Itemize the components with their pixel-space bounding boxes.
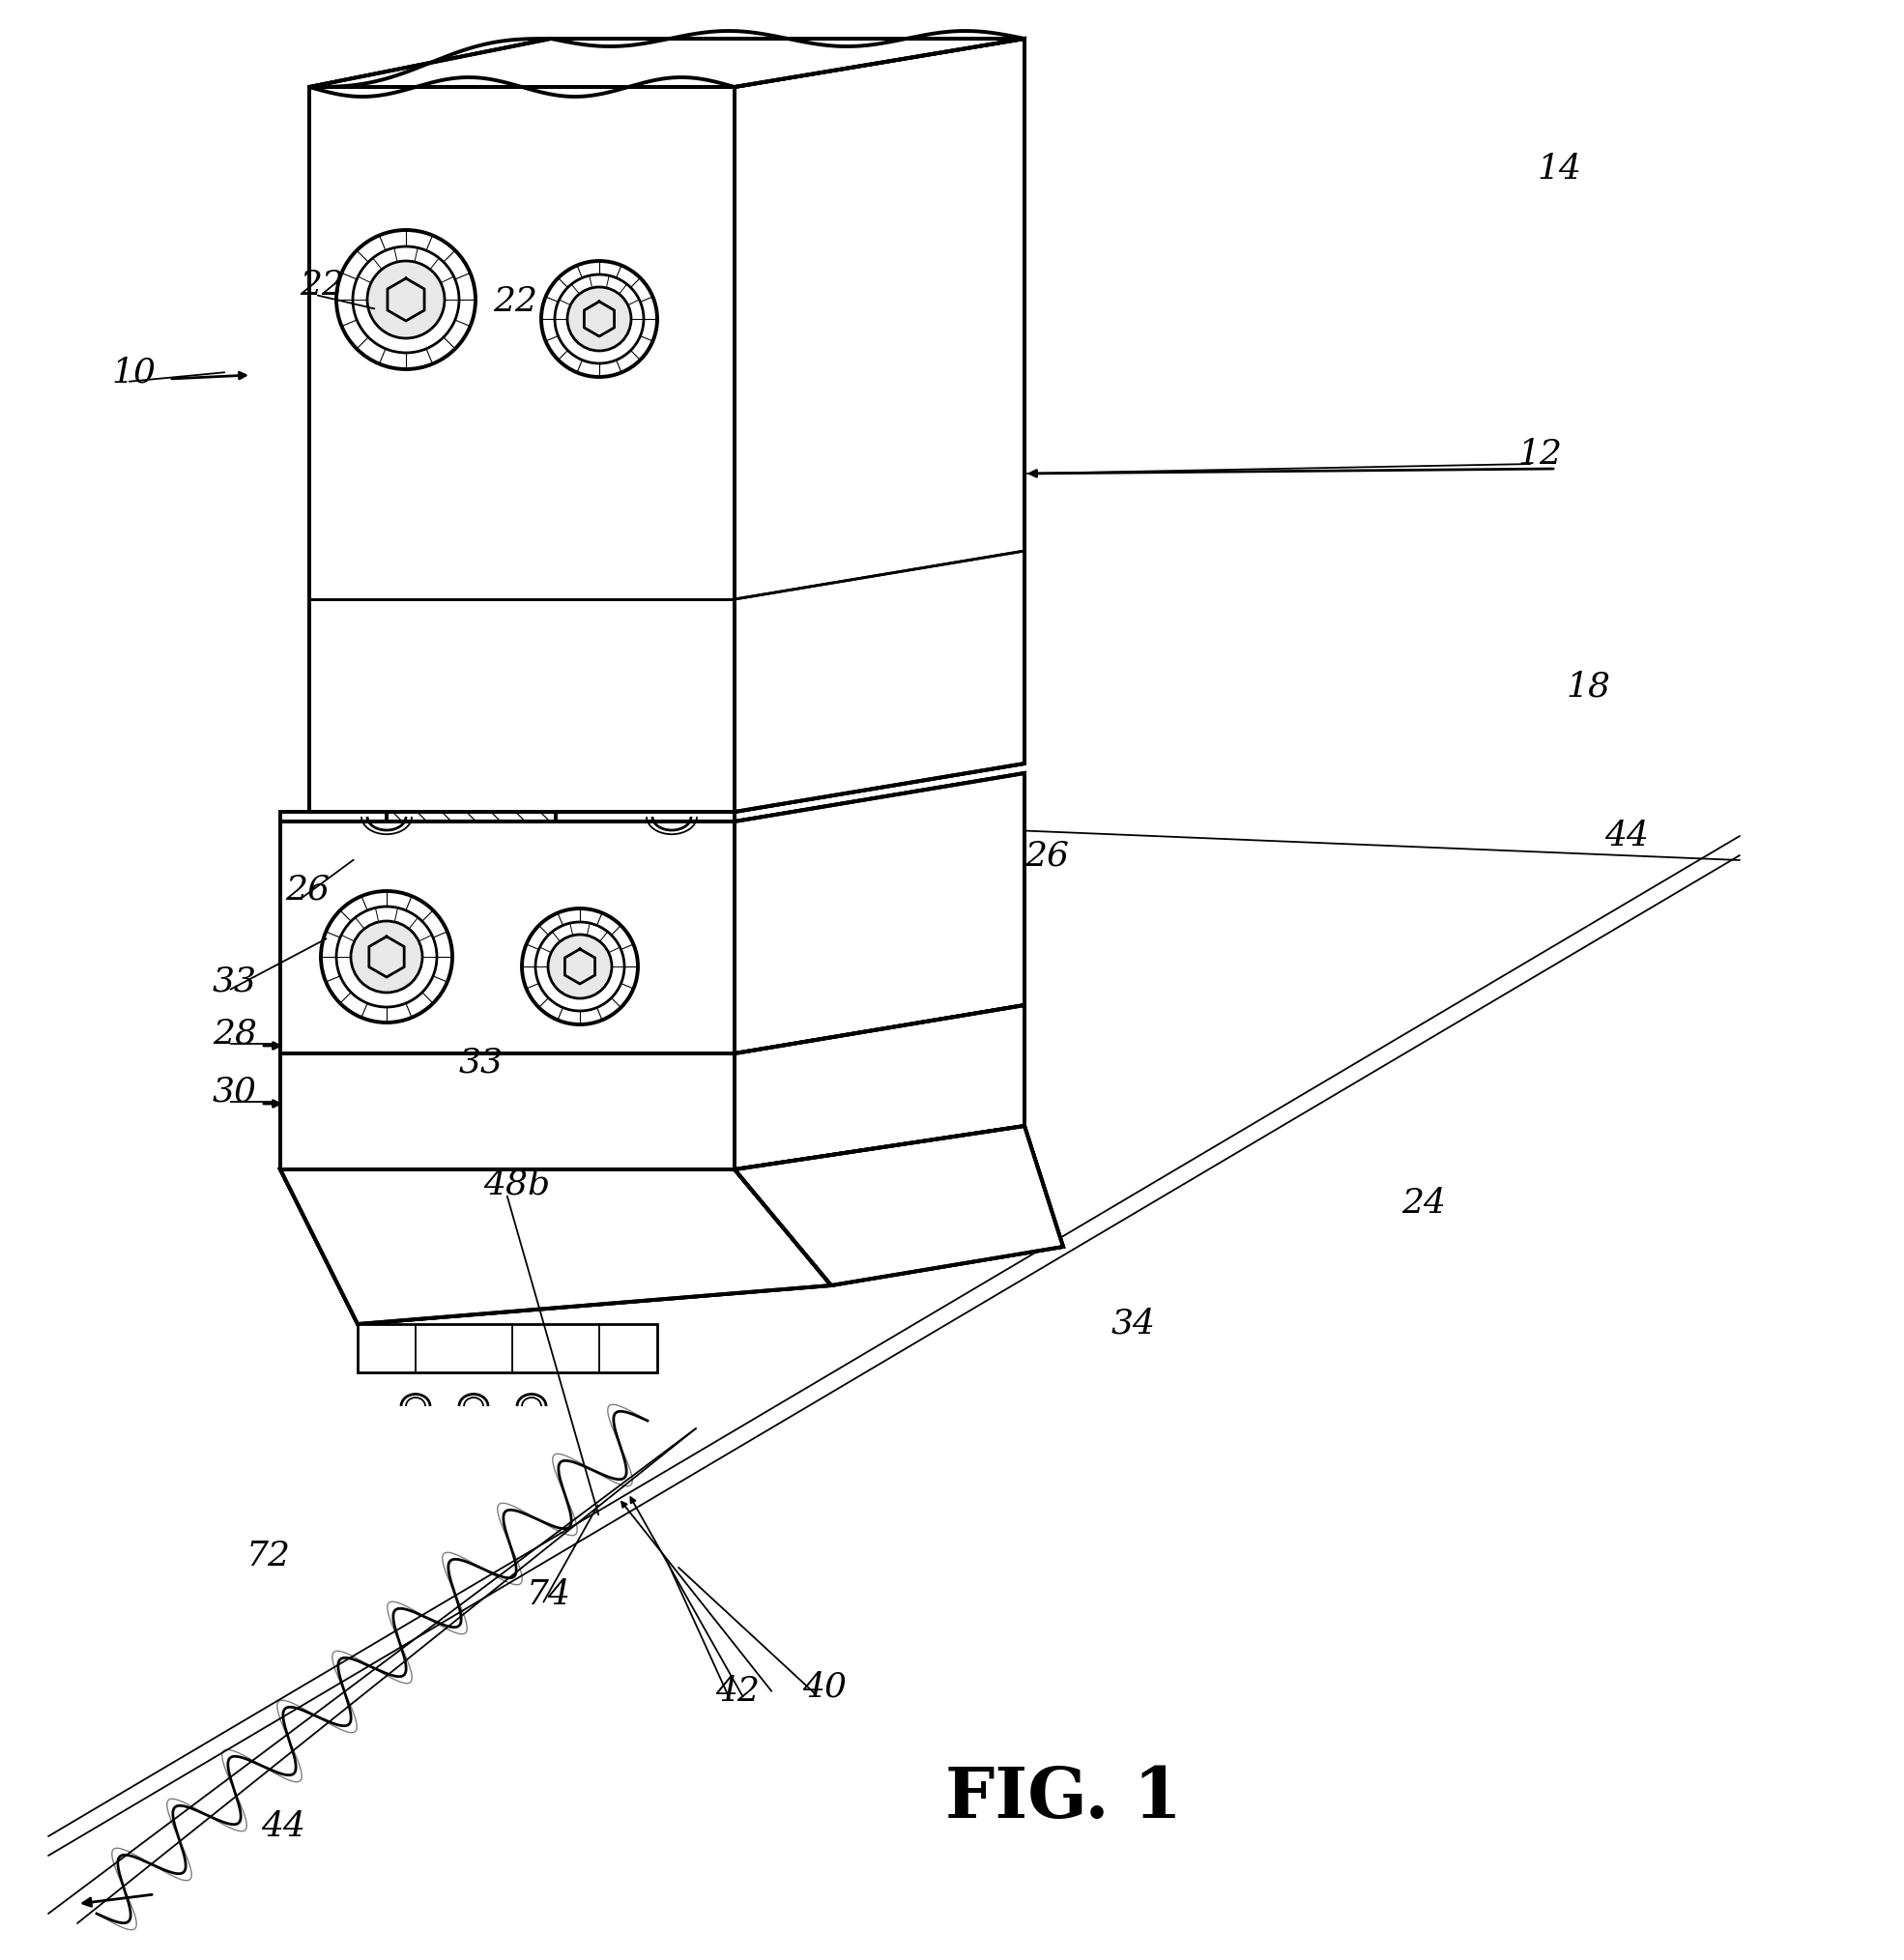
Text: 44: 44 xyxy=(261,1811,305,1842)
Polygon shape xyxy=(280,1170,832,1325)
Polygon shape xyxy=(735,39,1024,811)
Circle shape xyxy=(548,935,611,998)
Polygon shape xyxy=(280,1053,735,1170)
Text: 44: 44 xyxy=(1605,819,1649,853)
Polygon shape xyxy=(735,772,1024,1053)
Polygon shape xyxy=(735,772,1024,1053)
Text: 48b: 48b xyxy=(484,1168,550,1200)
Polygon shape xyxy=(308,39,1024,86)
Polygon shape xyxy=(735,1005,1024,1170)
Polygon shape xyxy=(308,86,735,811)
Polygon shape xyxy=(735,1125,1062,1286)
Text: 18: 18 xyxy=(1565,670,1611,702)
Text: 72: 72 xyxy=(246,1541,291,1572)
Polygon shape xyxy=(735,1005,1024,1170)
Polygon shape xyxy=(387,811,556,821)
Circle shape xyxy=(539,259,659,378)
Polygon shape xyxy=(735,1125,1062,1286)
Text: 33: 33 xyxy=(213,964,257,998)
Circle shape xyxy=(320,890,455,1025)
Circle shape xyxy=(520,907,640,1027)
Polygon shape xyxy=(280,821,735,1053)
Text: 34: 34 xyxy=(1112,1307,1156,1341)
Circle shape xyxy=(350,921,423,992)
Polygon shape xyxy=(308,39,1024,86)
Circle shape xyxy=(367,261,446,339)
Text: 74: 74 xyxy=(527,1578,571,1611)
Polygon shape xyxy=(556,811,735,821)
Polygon shape xyxy=(280,821,735,1053)
Text: 26: 26 xyxy=(1024,839,1068,872)
Text: 22: 22 xyxy=(299,269,345,302)
Text: 10: 10 xyxy=(110,355,156,388)
Text: 14: 14 xyxy=(1537,153,1580,186)
Text: 40: 40 xyxy=(802,1670,847,1703)
Text: 42: 42 xyxy=(716,1676,760,1707)
Text: 22: 22 xyxy=(493,284,537,318)
Text: 24: 24 xyxy=(1401,1188,1445,1219)
Text: FIG. 1: FIG. 1 xyxy=(944,1764,1182,1833)
Polygon shape xyxy=(358,1325,657,1372)
Text: 33: 33 xyxy=(459,1047,503,1080)
Text: 12: 12 xyxy=(1517,437,1561,470)
Circle shape xyxy=(567,286,630,351)
Polygon shape xyxy=(735,39,1024,811)
Circle shape xyxy=(335,227,478,370)
Text: 28: 28 xyxy=(213,1017,257,1051)
Polygon shape xyxy=(280,811,387,821)
Text: 26: 26 xyxy=(286,872,329,906)
Text: 30: 30 xyxy=(213,1076,257,1109)
Polygon shape xyxy=(280,1170,832,1325)
Polygon shape xyxy=(280,1053,735,1170)
Polygon shape xyxy=(308,86,735,811)
